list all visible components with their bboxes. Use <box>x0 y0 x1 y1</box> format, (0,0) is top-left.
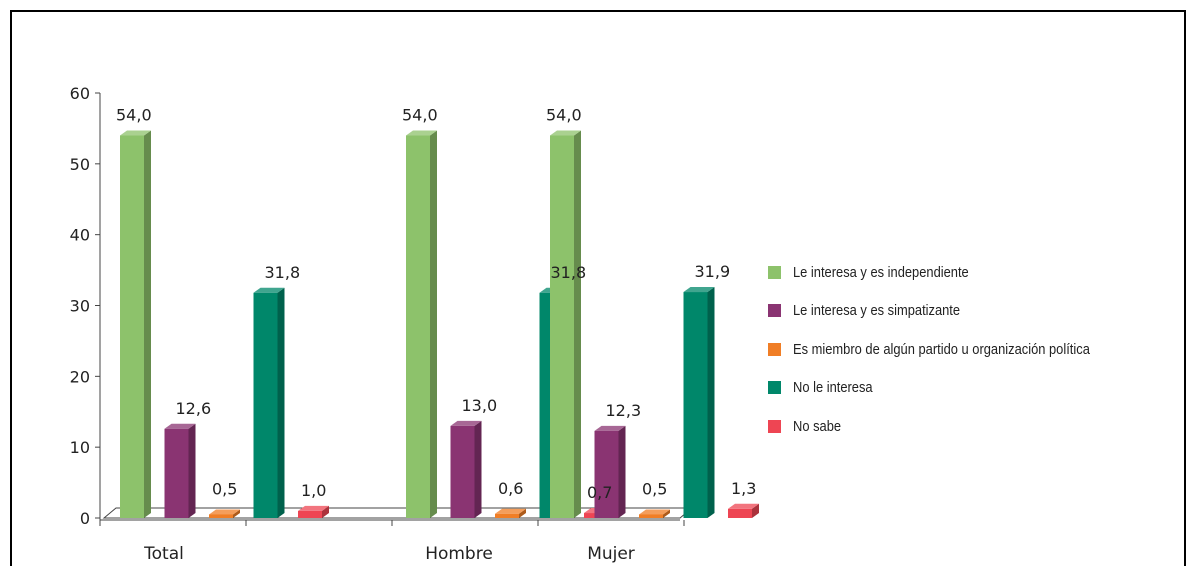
legend-swatch <box>768 381 781 394</box>
bar-front <box>450 425 475 518</box>
bar <box>450 420 482 518</box>
data-label: 0,5 <box>212 479 237 498</box>
bar-side <box>277 287 285 518</box>
bar-top <box>298 505 329 511</box>
legend-label: Le interesa y es simpatizante <box>793 302 961 319</box>
bar-top <box>728 503 759 509</box>
y-tick-label: 50 <box>70 155 90 174</box>
legend-swatch <box>768 304 781 317</box>
bar-side <box>752 503 759 518</box>
bar-side <box>663 509 670 518</box>
legend: Le interesa y es independiente Le interes… <box>768 262 1138 455</box>
bar-top <box>495 508 526 514</box>
data-label: 0,7 <box>587 483 612 502</box>
bar-front <box>164 428 189 518</box>
data-label: 1,3 <box>731 479 756 498</box>
chart-frame <box>10 10 1186 566</box>
legend-label: Es miembro de algún partido u organizaci… <box>793 340 1090 358</box>
bar <box>495 508 526 518</box>
bar <box>683 287 715 518</box>
bar-side <box>574 130 581 518</box>
legend-item: Le interesa y es independiente <box>768 262 1138 282</box>
legend-swatch <box>768 419 781 433</box>
bar-side <box>188 423 196 518</box>
x-category-label: Mujer <box>587 544 635 564</box>
legend-label: Le interesa y es independiente <box>793 263 969 281</box>
y-tick-label: 0 <box>80 509 90 528</box>
bar-side <box>233 509 240 518</box>
data-label: 0,5 <box>642 479 667 498</box>
legend-swatch <box>768 342 781 356</box>
data-label: 31,8 <box>265 263 301 282</box>
legend-swatch <box>768 265 781 279</box>
bar-front <box>683 292 708 518</box>
bar <box>298 505 329 518</box>
y-tick-label: 40 <box>70 226 90 245</box>
bar-front <box>406 135 430 518</box>
bar-top <box>209 509 240 515</box>
bar <box>406 130 437 518</box>
y-axis: 0 10 20 30 40 50 60 <box>70 84 101 528</box>
bar-side <box>519 508 526 518</box>
data-label: 0,6 <box>498 479 523 498</box>
x-category-label: Total <box>143 544 184 564</box>
bar <box>728 503 759 518</box>
data-label: 54,0 <box>116 106 152 125</box>
bar-front <box>639 514 663 518</box>
bar-front <box>298 510 322 518</box>
data-label: 12,6 <box>176 399 212 418</box>
bar-side <box>430 130 437 518</box>
bars-group <box>120 130 759 518</box>
bar-top <box>594 425 626 431</box>
x-axis: Total Hombre Mujer <box>99 520 685 564</box>
bar-side <box>144 130 151 518</box>
bar-side <box>474 420 482 518</box>
data-label: 31,8 <box>551 263 587 282</box>
bar-top <box>120 130 151 136</box>
legend-item: No sabe <box>768 416 1138 436</box>
bar <box>253 287 285 518</box>
bar-front <box>550 135 574 518</box>
bar <box>120 130 151 518</box>
bar-top <box>406 130 437 136</box>
data-label: 54,0 <box>546 106 582 125</box>
bar-side <box>707 287 715 518</box>
y-tick-label: 60 <box>70 84 90 103</box>
y-tick-label: 20 <box>70 367 90 386</box>
bar-top <box>164 423 196 429</box>
data-label: 31,9 <box>695 262 731 281</box>
legend-item: Le interesa y es simpatizante <box>768 301 1138 321</box>
bar-top <box>450 420 482 426</box>
bar-front <box>209 514 233 518</box>
legend-label: No sabe <box>793 417 842 435</box>
legend-item: Es miembro de algún partido u organizaci… <box>768 339 1138 359</box>
data-label: 1,0 <box>301 481 326 500</box>
bar <box>639 509 670 518</box>
bar-front <box>728 508 752 518</box>
bar-side <box>322 505 329 518</box>
x-category-label: Hombre <box>425 544 493 564</box>
bar-front <box>594 430 619 518</box>
bar-top <box>550 130 581 136</box>
bar-front <box>120 135 144 518</box>
y-tick-label: 10 <box>70 438 90 457</box>
data-label: 54,0 <box>402 106 438 125</box>
data-label: 12,3 <box>606 401 642 420</box>
bar <box>594 425 626 518</box>
bar-front <box>253 292 278 518</box>
bar-side <box>618 425 626 518</box>
legend-label: No le interesa <box>793 379 873 396</box>
legend-item: No le interesa <box>768 378 1138 398</box>
bar-top <box>683 287 715 293</box>
bar <box>550 130 581 518</box>
y-tick-label: 30 <box>70 297 90 316</box>
bar-top <box>253 287 285 293</box>
bar-top <box>639 509 670 515</box>
bar <box>209 509 240 518</box>
bar-front <box>495 513 519 518</box>
data-labels-group: 54,0 12,6 0,5 31,8 1,0 54,0 13,0 0,6 31,8 0,7 54,0… <box>116 106 756 503</box>
data-label: 13,0 <box>462 396 498 415</box>
bar <box>164 423 196 518</box>
